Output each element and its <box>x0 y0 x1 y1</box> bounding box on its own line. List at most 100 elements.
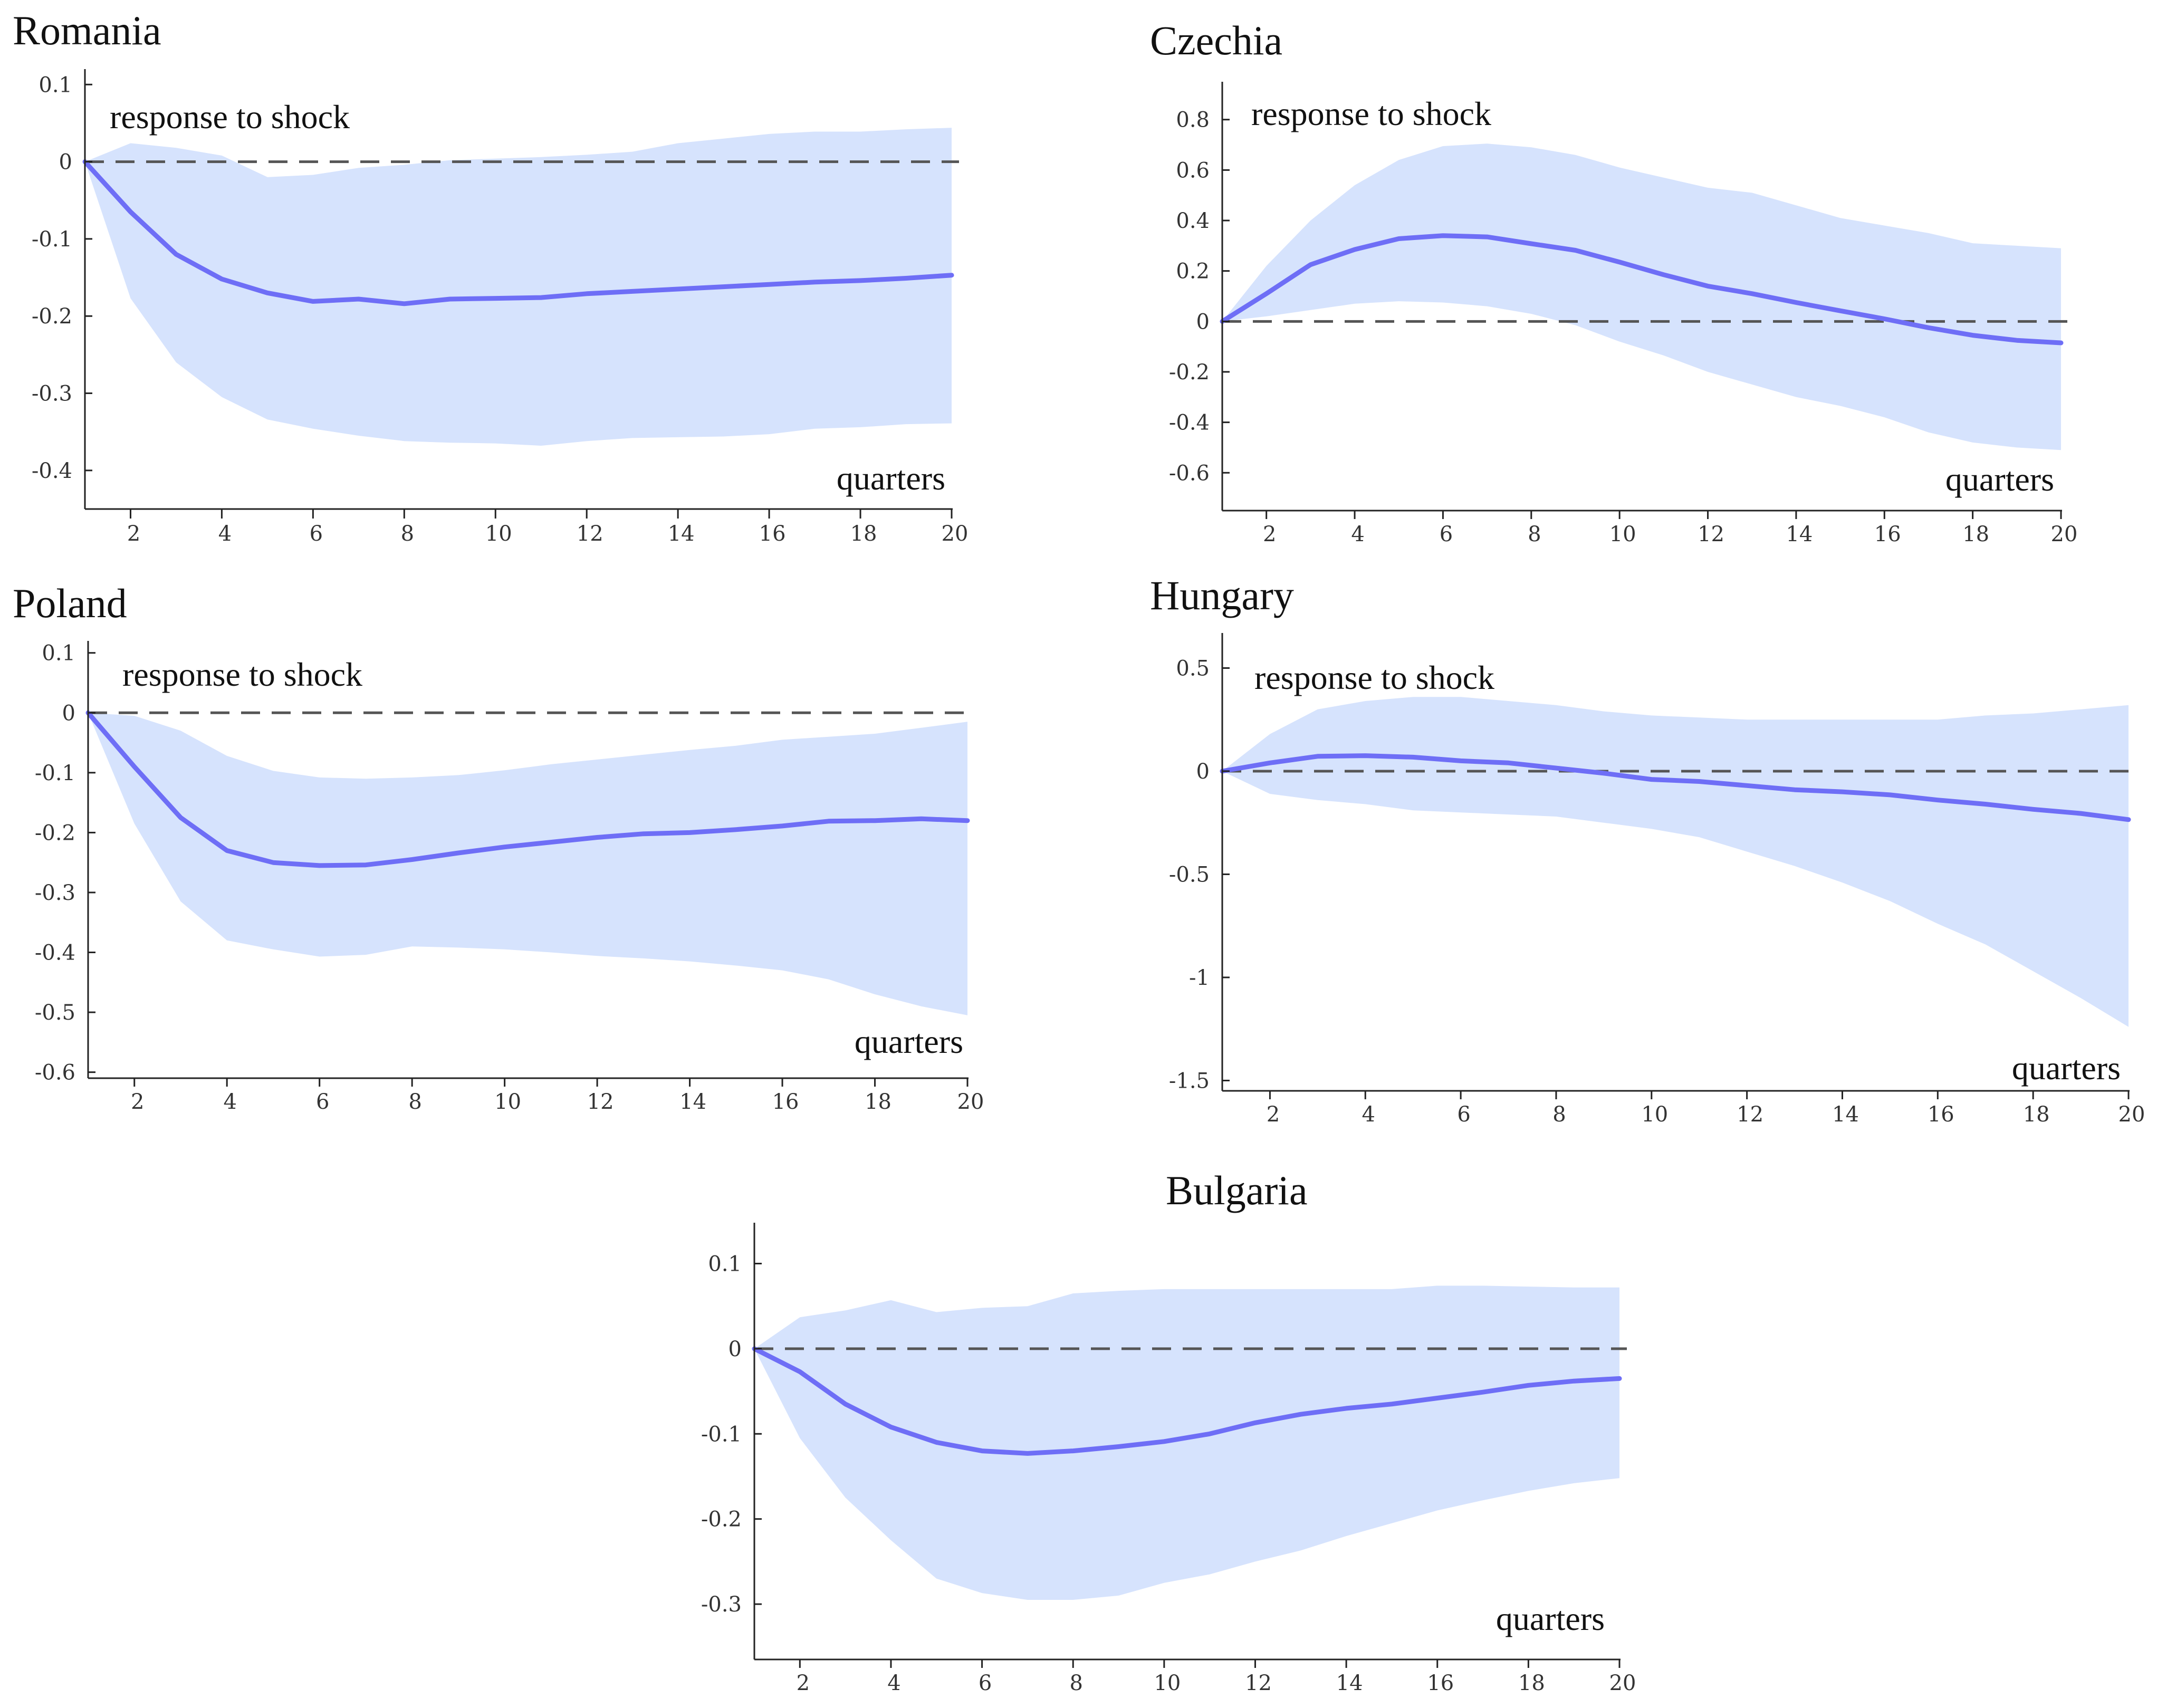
bulgaria-x-tick-label: 20 <box>1609 1671 1636 1695</box>
romania-title: Romania <box>13 7 161 53</box>
hungary-y-tick-label: -1.5 <box>1169 1069 1210 1093</box>
czechia-y-tick-label: -0.2 <box>1169 360 1210 385</box>
poland-y-tick-label: -0.5 <box>35 1001 75 1025</box>
romania-x-tick-label: 4 <box>218 522 232 546</box>
poland-y-tick-label: 0.1 <box>42 641 75 666</box>
czechia-y-tick-label: 0 <box>1196 310 1210 334</box>
czechia-x-tick-label: 14 <box>1786 522 1813 546</box>
hungary-x-tick-label: 20 <box>2118 1102 2145 1127</box>
poland-response-line <box>85 710 970 868</box>
czechia-x-tick-label: 16 <box>1874 522 1901 546</box>
hungary-x-tick-label: 2 <box>1267 1102 1280 1127</box>
poland-x-tick-label: 10 <box>494 1090 521 1114</box>
poland-y-tick-label: -0.3 <box>35 881 75 905</box>
romania-y-tick-label: -0.3 <box>32 382 72 406</box>
bulgaria-x-tick-label: 8 <box>1069 1671 1082 1695</box>
poland-x-tick-label: 2 <box>131 1090 144 1114</box>
romania-credible-band <box>85 128 952 446</box>
hungary-y-tick-label: 0.5 <box>1176 656 1210 680</box>
czechia-x-label: quarters <box>1945 460 2054 498</box>
romania-y-tick-label: 0 <box>59 150 72 175</box>
hungary-title: Hungary <box>1150 572 1294 618</box>
hungary-annotation: response to shock <box>1254 659 1494 696</box>
romania-panel: 0.1 0 -0.1 -0.2 -0.3 -0.4 2 4 6 8 10 12 14 16 18 20 Roma… <box>13 7 968 546</box>
poland-title: Poland <box>13 580 127 626</box>
romania-x-tick-label: 10 <box>485 522 512 546</box>
hungary-x-tick-label: 4 <box>1362 1102 1375 1127</box>
hungary-credible-band <box>1222 697 2129 1027</box>
czechia-y-tick-label: 0.4 <box>1176 209 1210 233</box>
poland-y-tick-label: -0.6 <box>35 1061 75 1085</box>
bulgaria-title: Bulgaria <box>1166 1167 1308 1213</box>
czechia-y-tick-label: -0.4 <box>1169 411 1210 435</box>
hungary-x-tick-label: 8 <box>1552 1102 1566 1127</box>
bulgaria-y-tick-label: 0.1 <box>708 1252 742 1276</box>
czechia-x-tick-label: 2 <box>1263 522 1276 546</box>
czechia-x-tick-label: 20 <box>2051 522 2078 546</box>
hungary-response-line <box>1220 753 2131 822</box>
hungary-x-tick-label: 14 <box>1832 1102 1859 1127</box>
poland-x-label: quarters <box>855 1023 963 1060</box>
poland-y-tick-label: 0 <box>62 701 75 725</box>
romania-response-line <box>82 159 954 306</box>
bulgaria-x-tick-label: 4 <box>887 1671 900 1695</box>
poland-x-tick-label: 20 <box>957 1090 984 1114</box>
bulgaria-x-tick-label: 12 <box>1245 1671 1272 1695</box>
bulgaria-y-tick-label: -0.3 <box>701 1592 742 1617</box>
romania-x-tick-label: 14 <box>668 522 695 546</box>
czechia-y-tick-label: -0.6 <box>1169 461 1210 485</box>
bulgaria-panel: 0.1 0 -0.1 -0.2 -0.3 2 4 6 8 10 12 14 16 18 20 Bulgaria… <box>701 1167 1636 1695</box>
hungary-panel: 0.5 0 -0.5 -1 -1.5 2 4 6 8 10 12 14 16 18 20 Hungary res… <box>1150 572 2145 1127</box>
romania-y-tick-label: -0.4 <box>32 459 72 483</box>
bulgaria-x-tick-label: 14 <box>1336 1671 1363 1695</box>
bulgaria-x-tick-label: 2 <box>797 1671 810 1695</box>
czechia-x-tick-label: 4 <box>1351 522 1364 546</box>
hungary-x-tick-label: 18 <box>2023 1102 2050 1127</box>
romania-x-tick-label: 20 <box>942 522 969 546</box>
czechia-y-tick-label: 0.2 <box>1176 260 1210 284</box>
romania-y-tick-label: -0.1 <box>32 227 72 252</box>
romania-x-tick-label: 6 <box>310 522 323 546</box>
bulgaria-x-label: quarters <box>1496 1600 1605 1637</box>
czechia-y-tick-label: 0.6 <box>1176 158 1210 183</box>
bulgaria-x-tick-label: 6 <box>979 1671 992 1695</box>
bulgaria-x-tick-label: 18 <box>1518 1671 1545 1695</box>
poland-credible-band <box>88 713 967 1015</box>
bulgaria-x-tick-label: 10 <box>1154 1671 1181 1695</box>
poland-x-tick-label: 8 <box>408 1090 421 1114</box>
hungary-x-tick-label: 16 <box>1928 1102 1954 1127</box>
czechia-credible-band <box>1222 143 2061 450</box>
romania-annotation: response to shock <box>110 98 350 136</box>
hungary-y-tick-label: -0.5 <box>1169 862 1210 887</box>
romania-x-label: quarters <box>837 459 945 497</box>
czechia-title: Czechia <box>1150 17 1282 63</box>
romania-y-tick-label: -0.2 <box>32 304 72 329</box>
czechia-x-tick-label: 12 <box>1698 522 1724 546</box>
bulgaria-response-line <box>752 1346 1622 1456</box>
czechia-response-line <box>1220 233 2064 346</box>
poland-panel: 0.1 0 -0.1 -0.2 -0.3 -0.4 -0.5 -0.6 2 4 6 8 10 12 14 16… <box>13 580 984 1114</box>
hungary-x-label: quarters <box>2012 1049 2121 1087</box>
poland-x-tick-label: 16 <box>772 1090 799 1114</box>
czechia-x-tick-label: 18 <box>1962 522 1989 546</box>
poland-y-tick-label: -0.1 <box>35 761 75 785</box>
poland-annotation: response to shock <box>122 656 362 693</box>
czechia-annotation: response to shock <box>1251 95 1491 132</box>
poland-y-tick-label: -0.4 <box>35 941 75 965</box>
hungary-y-tick-label: 0 <box>1196 760 1210 784</box>
romania-x-tick-label: 2 <box>127 522 140 546</box>
poland-x-tick-label: 6 <box>316 1090 329 1114</box>
hungary-x-tick-label: 12 <box>1737 1102 1763 1127</box>
romania-x-tick-label: 8 <box>401 522 414 546</box>
czechia-x-tick-label: 6 <box>1440 522 1453 546</box>
bulgaria-y-tick-label: 0 <box>728 1337 742 1361</box>
poland-x-tick-label: 14 <box>679 1090 706 1114</box>
bulgaria-credible-band <box>754 1285 1619 1600</box>
hungary-y-tick-label: -1 <box>1189 966 1210 990</box>
bulgaria-y-tick-label: -0.2 <box>701 1508 742 1532</box>
romania-x-tick-label: 12 <box>577 522 603 546</box>
romania-x-tick-label: 16 <box>759 522 786 546</box>
poland-y-tick-label: -0.2 <box>35 821 75 845</box>
poland-x-tick-label: 18 <box>865 1090 891 1114</box>
